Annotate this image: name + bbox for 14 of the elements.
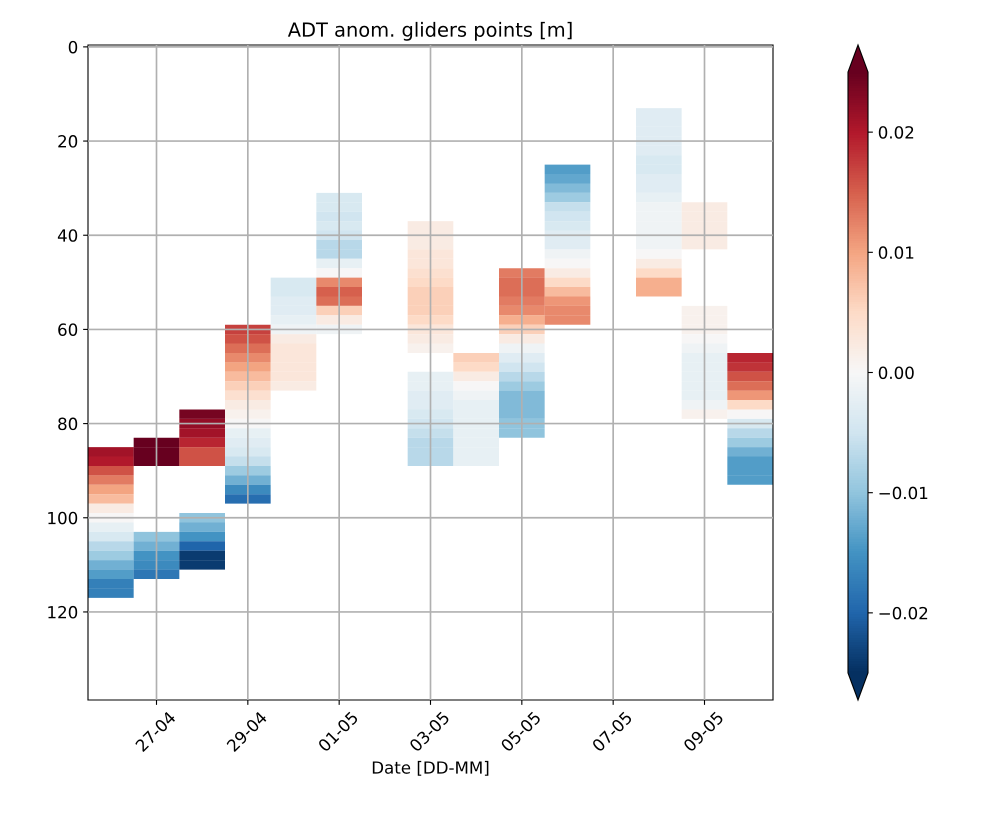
color-bar-label: −0.01 — [879, 486, 928, 500]
y-tick-label: 120 — [48, 606, 78, 619]
y-tick-label: 80 — [58, 418, 78, 430]
y-tick-label: 20 — [58, 135, 78, 148]
color-bar-label: 0.01 — [878, 246, 914, 259]
color-bar-label: 0.00 — [878, 366, 914, 380]
chart-title: ADT anom. gliders points [m] — [288, 22, 572, 41]
y-tick-label: 0 — [68, 40, 78, 54]
color-bar-label: 0.02 — [878, 126, 914, 139]
y-tick-label: 60 — [58, 323, 78, 336]
y-tick-label: 100 — [48, 512, 78, 524]
x-axis-title: Date [DD-MM] — [372, 760, 488, 776]
color-bar-label: −0.02 — [879, 606, 928, 620]
y-tick-label: 40 — [58, 229, 78, 242]
